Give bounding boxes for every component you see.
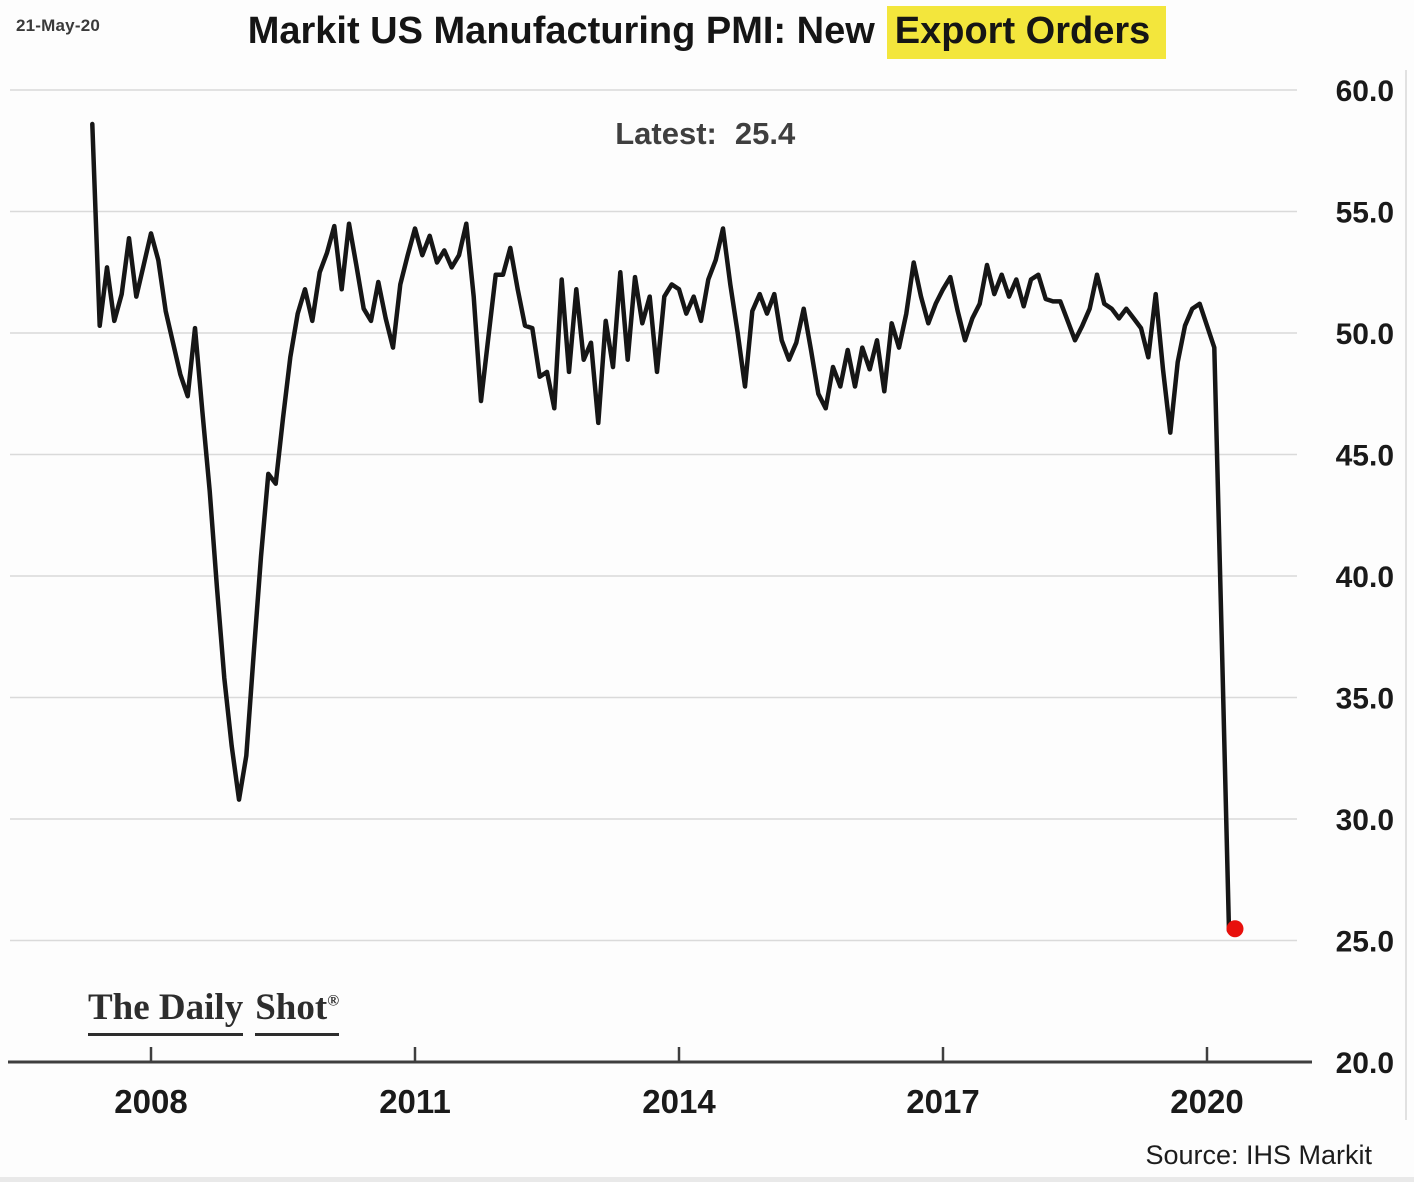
y-axis-tick-label: 55.0 [1336,197,1394,230]
registered-mark: ® [327,992,340,1010]
latest-value: 25.4 [734,116,796,151]
date-stamp: 21-May-20 [16,16,101,35]
logo-text-shot: Shot® [255,987,340,1036]
logo-text-the-daily: The Daily [88,987,244,1036]
chart-title: Markit US Manufacturing PMI: New Export O… [0,6,1414,59]
source-attribution: Source: IHS Markit [1145,1140,1372,1170]
bottom-edge [0,1177,1414,1182]
y-axis-tick-label: 20.0 [1336,1047,1394,1080]
y-axis-tick-label: 40.0 [1336,561,1394,594]
y-axis-tick-label: 35.0 [1336,683,1394,716]
y-axis-tick-label: 45.0 [1336,440,1394,473]
latest-point-marker [1226,920,1244,938]
chart-title-highlighted-text: Export Orders [886,6,1167,59]
pmi-series-line [90,121,1232,934]
x-axis-tick-label: 2017 [906,1083,979,1120]
y-axis-tick-label: 60.0 [1336,75,1394,108]
latest-annotation: Latest: 25.4 [615,116,795,152]
x-axis-tick-label: 2014 [642,1083,716,1120]
latest-label: Latest: [615,116,717,151]
chart-title-text: Markit US Manufacturing PMI: New [247,10,875,52]
x-axis-tick-label: 2020 [1170,1083,1243,1120]
x-axis-tick-label: 2008 [114,1083,187,1120]
daily-shot-logo: The Daily Shot® [88,986,340,1036]
y-axis-tick-label: 30.0 [1336,804,1394,837]
y-axis-tick-label: 25.0 [1336,926,1394,959]
y-axis-tick-label: 50.0 [1336,318,1394,351]
x-axis-tick-label: 2011 [379,1083,451,1120]
